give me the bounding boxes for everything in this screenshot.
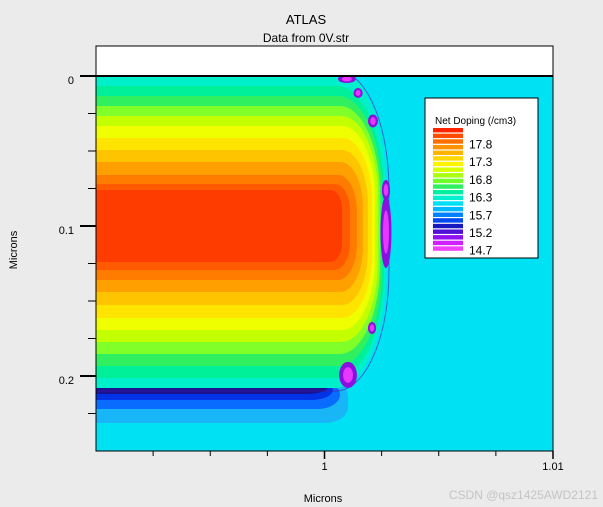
legend-swatch bbox=[433, 156, 463, 161]
legend-swatch bbox=[433, 167, 463, 172]
x-axis: 1 1.01 bbox=[152, 451, 564, 473]
watermark: CSDN @qsz1425AWD2121 bbox=[449, 488, 598, 502]
junction-spot-core-1 bbox=[341, 76, 352, 82]
legend-swatch bbox=[433, 235, 463, 240]
legend-label: 14.7 bbox=[469, 244, 493, 258]
legend-swatch bbox=[433, 240, 463, 246]
chart-title: ATLAS bbox=[286, 12, 327, 27]
y-tick-label: 0.1 bbox=[59, 225, 74, 237]
y-tick-label: 0 bbox=[68, 75, 74, 87]
junction-spot-core-4 bbox=[383, 183, 389, 197]
legend-label: 16.8 bbox=[469, 173, 493, 187]
y-axis-label: Microns bbox=[8, 230, 20, 269]
legend-swatch bbox=[433, 195, 463, 201]
legend-swatch bbox=[433, 128, 463, 133]
x-tick-label: 1.01 bbox=[542, 461, 563, 473]
air-region bbox=[96, 46, 553, 76]
y-axis: 0 0.1 0.2 bbox=[59, 75, 96, 414]
legend-swatch bbox=[433, 139, 463, 144]
legend-swatch bbox=[433, 184, 463, 189]
junction-spot-core-5 bbox=[382, 210, 389, 254]
legend-label: 15.7 bbox=[469, 208, 493, 222]
contour-band-12 bbox=[96, 190, 343, 262]
chart-subtitle: Data from 0V.str bbox=[263, 31, 349, 45]
legend-label: 17.3 bbox=[469, 155, 493, 169]
legend-swatch bbox=[433, 161, 463, 167]
legend-swatch bbox=[433, 144, 463, 150]
legend-swatch bbox=[433, 212, 463, 217]
legend-labels: 17.8 17.3 16.8 16.3 15.7 15.2 14.7 bbox=[469, 138, 493, 258]
legend-swatch bbox=[433, 218, 463, 223]
x-tick-label: 1 bbox=[321, 461, 327, 473]
junction-spot-core-7 bbox=[343, 367, 353, 383]
legend-swatch bbox=[433, 246, 463, 251]
legend-swatch bbox=[433, 150, 463, 155]
junction-spot-core-6 bbox=[369, 324, 375, 332]
legend-title: Net Doping (/cm3) bbox=[435, 116, 516, 127]
doping-contours bbox=[96, 76, 392, 423]
legend-swatch bbox=[433, 178, 463, 184]
y-tick-label: 0.2 bbox=[59, 375, 74, 387]
legend-swatch bbox=[433, 190, 463, 195]
legend-swatch bbox=[433, 229, 463, 234]
junction-spot-core-3 bbox=[370, 117, 376, 125]
legend-label: 17.8 bbox=[469, 138, 493, 152]
legend: Net Doping (/cm3) 17.8 17.3 16.8 16.3 15.7 15… bbox=[424, 97, 539, 259]
legend-swatches bbox=[433, 128, 463, 251]
legend-swatch bbox=[433, 133, 463, 139]
legend-label: 16.3 bbox=[469, 191, 493, 205]
x-axis-label: Microns bbox=[304, 493, 343, 505]
legend-swatch bbox=[433, 173, 463, 178]
legend-swatch bbox=[433, 206, 463, 212]
legend-swatch bbox=[433, 223, 463, 229]
junction-spot-core-2 bbox=[355, 89, 361, 96]
legend-label: 15.2 bbox=[469, 226, 493, 240]
legend-swatch bbox=[433, 201, 463, 206]
